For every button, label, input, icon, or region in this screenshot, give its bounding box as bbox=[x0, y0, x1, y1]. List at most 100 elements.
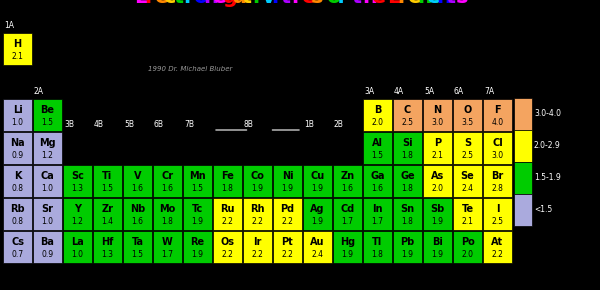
Text: o: o bbox=[193, 0, 208, 7]
Text: Cd: Cd bbox=[340, 204, 355, 214]
Text: 6B: 6B bbox=[154, 120, 164, 129]
Text: r: r bbox=[183, 0, 194, 7]
Text: 1.9: 1.9 bbox=[401, 251, 413, 260]
Text: Mo: Mo bbox=[160, 204, 176, 214]
Text: Tl: Tl bbox=[373, 237, 383, 247]
Text: Sr: Sr bbox=[41, 204, 53, 214]
Text: h: h bbox=[362, 0, 377, 7]
Text: B: B bbox=[374, 105, 381, 115]
Bar bbox=[3, 198, 32, 230]
Text: Y: Y bbox=[74, 204, 81, 214]
Text: O: O bbox=[463, 105, 472, 115]
Text: 4A: 4A bbox=[394, 87, 404, 96]
Bar bbox=[3, 33, 32, 65]
Text: 1.9: 1.9 bbox=[431, 251, 443, 260]
Text: t: t bbox=[352, 0, 362, 7]
Text: 1.8: 1.8 bbox=[401, 218, 413, 226]
Text: 3A: 3A bbox=[364, 87, 374, 96]
Bar bbox=[393, 165, 422, 197]
Bar bbox=[153, 231, 182, 263]
Text: At: At bbox=[491, 237, 503, 247]
Text: 4.0: 4.0 bbox=[491, 118, 503, 128]
Text: Tc: Tc bbox=[192, 204, 203, 214]
Bar bbox=[93, 165, 122, 197]
Bar bbox=[514, 130, 532, 162]
Text: 1.9: 1.9 bbox=[191, 218, 203, 226]
Bar bbox=[423, 165, 452, 197]
Bar bbox=[514, 194, 532, 226]
Text: 3.5: 3.5 bbox=[461, 118, 473, 128]
Text: 3.0: 3.0 bbox=[491, 151, 503, 160]
Text: 1A: 1A bbox=[4, 21, 14, 30]
Bar bbox=[363, 231, 392, 263]
Text: 2.2: 2.2 bbox=[221, 251, 233, 260]
Bar bbox=[3, 165, 32, 197]
Text: 7B: 7B bbox=[184, 120, 194, 129]
Bar bbox=[33, 165, 62, 197]
Bar bbox=[153, 198, 182, 230]
Text: 1.7: 1.7 bbox=[161, 251, 173, 260]
Text: Sc: Sc bbox=[71, 171, 84, 181]
Bar bbox=[514, 162, 532, 194]
Text: e: e bbox=[154, 0, 168, 7]
Bar bbox=[333, 231, 362, 263]
Bar bbox=[453, 165, 482, 197]
Text: 3B: 3B bbox=[64, 120, 74, 129]
Text: Ag: Ag bbox=[310, 204, 325, 214]
Text: o: o bbox=[326, 0, 341, 7]
Text: 1.6: 1.6 bbox=[371, 184, 383, 193]
Text: Ta: Ta bbox=[131, 237, 143, 247]
Bar bbox=[63, 231, 92, 263]
Text: 2.5: 2.5 bbox=[461, 151, 473, 160]
Text: g: g bbox=[223, 0, 237, 7]
Text: <1.5: <1.5 bbox=[534, 206, 552, 215]
Text: 1.5: 1.5 bbox=[101, 184, 113, 193]
Bar bbox=[183, 198, 212, 230]
Text: 2.1: 2.1 bbox=[431, 151, 443, 160]
Text: Cr: Cr bbox=[161, 171, 173, 181]
Text: H: H bbox=[13, 39, 22, 49]
Text: l: l bbox=[397, 0, 404, 7]
Text: m: m bbox=[417, 0, 439, 7]
Bar bbox=[213, 231, 242, 263]
Bar bbox=[183, 165, 212, 197]
Text: 8B: 8B bbox=[244, 120, 254, 129]
Text: 1.5: 1.5 bbox=[131, 251, 143, 260]
Bar bbox=[423, 132, 452, 164]
Text: Nb: Nb bbox=[130, 204, 145, 214]
Text: 6A: 6A bbox=[454, 87, 464, 96]
Text: 0.9: 0.9 bbox=[41, 251, 53, 260]
Text: 0.8: 0.8 bbox=[11, 184, 23, 193]
Text: 2.2: 2.2 bbox=[251, 218, 263, 226]
Bar bbox=[123, 165, 152, 197]
Text: Ni: Ni bbox=[281, 171, 293, 181]
Text: Al: Al bbox=[372, 138, 383, 148]
Text: t: t bbox=[242, 0, 252, 7]
Bar bbox=[273, 198, 302, 230]
Text: Se: Se bbox=[461, 171, 475, 181]
Text: Ru: Ru bbox=[220, 204, 235, 214]
Text: v: v bbox=[262, 0, 275, 7]
Bar bbox=[213, 165, 242, 197]
Text: V: V bbox=[134, 171, 141, 181]
Bar bbox=[363, 132, 392, 164]
Text: La: La bbox=[71, 237, 84, 247]
Text: 5B: 5B bbox=[124, 120, 134, 129]
Bar bbox=[393, 99, 422, 131]
Bar bbox=[63, 165, 92, 197]
Text: 7A: 7A bbox=[484, 87, 494, 96]
Bar bbox=[483, 165, 512, 197]
Text: 2.1: 2.1 bbox=[11, 52, 23, 61]
Text: 1.7: 1.7 bbox=[341, 218, 353, 226]
Text: Hf: Hf bbox=[101, 237, 113, 247]
Text: 0.8: 0.8 bbox=[11, 218, 23, 226]
Text: 1.6: 1.6 bbox=[161, 184, 173, 193]
Text: Zr: Zr bbox=[101, 204, 113, 214]
Text: 1.9: 1.9 bbox=[311, 184, 323, 193]
Text: i: i bbox=[252, 0, 259, 7]
Text: 1.5: 1.5 bbox=[191, 184, 203, 193]
Bar bbox=[123, 231, 152, 263]
Text: 0.7: 0.7 bbox=[11, 251, 23, 260]
Bar bbox=[514, 98, 532, 130]
Text: Ga: Ga bbox=[370, 171, 385, 181]
